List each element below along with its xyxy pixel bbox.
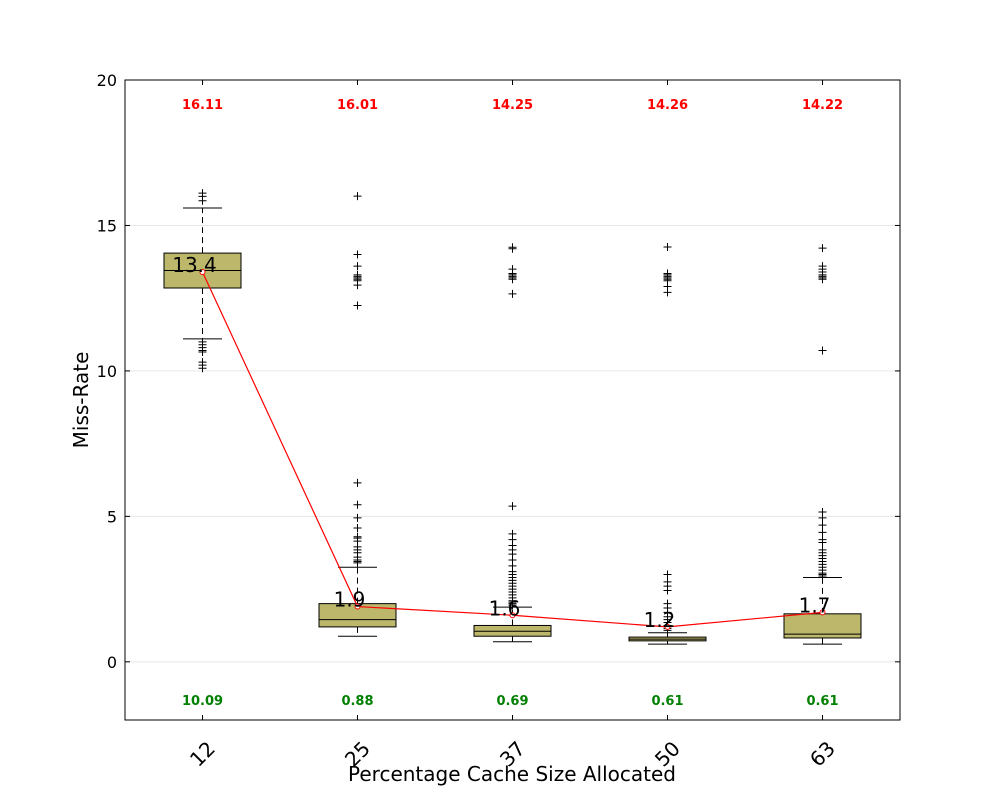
outlier-point <box>508 601 517 610</box>
outlier-point <box>353 513 362 522</box>
outlier-point <box>353 262 362 271</box>
min-value-label: 0.61 <box>651 694 683 709</box>
outlier-point <box>353 524 362 532</box>
y-tick-label: 5 <box>107 507 117 526</box>
outlier-point <box>353 500 362 509</box>
outlier-point <box>818 275 827 284</box>
outlier-point <box>353 281 362 290</box>
outlier-point <box>198 364 207 373</box>
x-tick-label: 63 <box>805 736 840 771</box>
boxes <box>163 207 862 645</box>
outlier-point <box>353 192 362 201</box>
outlier-point <box>818 572 827 580</box>
outlier-point <box>508 502 517 511</box>
mean-value-label: 1.2 <box>644 608 676 632</box>
max-value-label: 14.25 <box>492 98 533 113</box>
mean-value-label: 13.4 <box>172 253 217 277</box>
y-tick-label: 10 <box>97 362 117 381</box>
outlier-point <box>198 348 207 356</box>
outlier-point <box>818 521 827 530</box>
mean-line-group <box>199 269 826 630</box>
outlier-point <box>818 538 827 547</box>
mean-point <box>664 623 671 630</box>
min-value-label: 0.88 <box>341 694 373 709</box>
max-value-label: 16.01 <box>337 98 378 113</box>
outlier-point <box>508 289 517 298</box>
mean-value-label: 1.9 <box>334 588 366 612</box>
y-tick-label: 0 <box>107 653 117 672</box>
outliers <box>198 189 827 635</box>
outlier-point <box>663 586 672 595</box>
outlier-point <box>353 478 362 487</box>
y-tick-label: 15 <box>97 216 117 235</box>
max-value-label: 14.22 <box>802 98 843 113</box>
max-value-label: 14.26 <box>647 98 688 113</box>
mean-point <box>509 612 516 619</box>
outlier-point <box>353 250 362 259</box>
y-axis-title: Miss-Rate <box>69 352 93 449</box>
mean-point <box>354 603 361 610</box>
outlier-point <box>818 244 827 253</box>
value-labels: 16.11 10.09 16.01 0.88 14.25 0.69 14.26 0.61 14.… <box>172 98 843 709</box>
outlier-point <box>353 301 362 310</box>
outlier-point <box>663 242 672 251</box>
mean-point <box>819 609 826 616</box>
y-tick-label: 20 <box>97 71 117 90</box>
grid-lines <box>125 224 900 663</box>
max-value-label: 16.11 <box>182 98 223 113</box>
outlier-point <box>663 288 672 297</box>
x-tick-label: 12 <box>185 736 220 771</box>
outlier-point <box>508 244 517 253</box>
outlier-point <box>818 346 827 355</box>
outlier-point <box>818 528 827 537</box>
mean-value-label: 1.7 <box>799 593 831 617</box>
min-value-label: 0.61 <box>806 694 838 709</box>
outlier-point <box>198 196 207 205</box>
mean-point <box>199 269 206 275</box>
min-value-label: 10.09 <box>182 694 223 709</box>
outlier-point <box>818 513 827 522</box>
outlier-point <box>508 275 517 284</box>
outlier-point <box>663 570 672 579</box>
outlier-point <box>353 558 362 567</box>
mean-value-label: 1.6 <box>489 596 521 620</box>
x-axis-title: Percentage Cache Size Allocated <box>348 762 676 786</box>
min-value-label: 0.69 <box>496 694 528 709</box>
